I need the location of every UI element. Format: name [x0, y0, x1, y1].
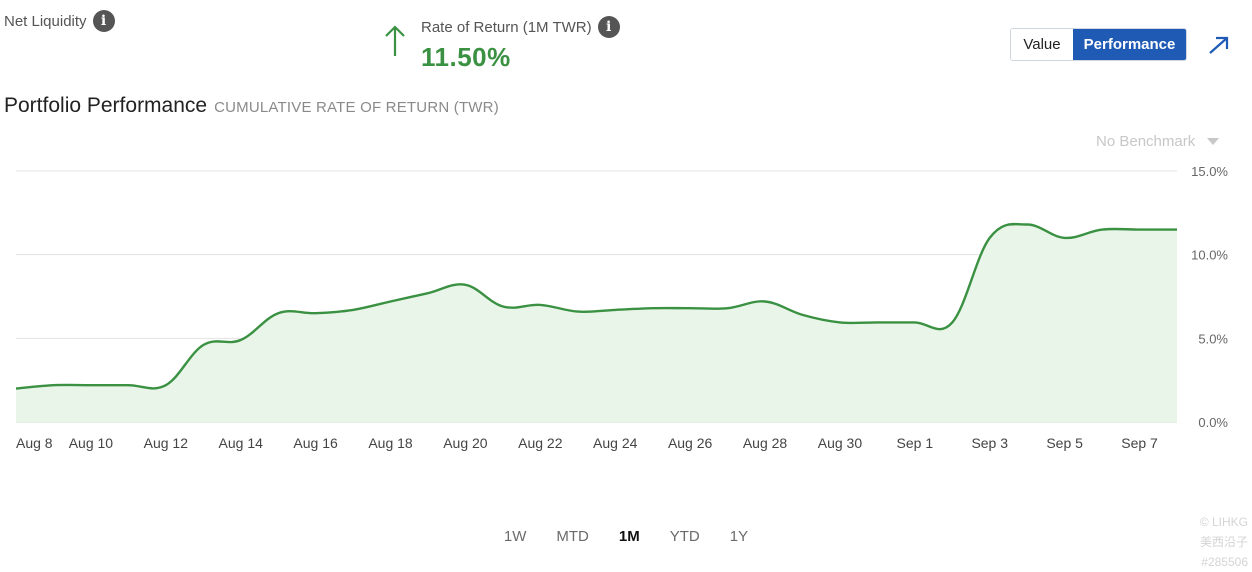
y-tick-label: 5.0%	[1198, 331, 1228, 346]
performance-button[interactable]: Performance	[1073, 29, 1186, 60]
range-tabs: 1W MTD 1M YTD 1Y	[0, 528, 1252, 545]
range-tab-1w[interactable]: 1W	[503, 528, 527, 545]
rate-of-return-label: Rate of Return (1M TWR)	[421, 18, 592, 36]
x-tick-label: Aug 14	[219, 435, 264, 451]
x-tick-label: Aug 10	[69, 435, 114, 451]
y-tick-label: 0.0%	[1198, 415, 1228, 430]
x-tick-label: Aug 12	[144, 435, 189, 451]
series-area	[16, 224, 1177, 422]
watermark: © LIHKG 美西沿子 #285506	[1160, 512, 1248, 572]
x-tick-label: Sep 5	[1046, 435, 1083, 451]
x-tick-label: Sep 7	[1121, 435, 1158, 451]
x-tick-label: Aug 28	[743, 435, 788, 451]
benchmark-label: No Benchmark	[1096, 133, 1196, 150]
info-icon[interactable]: i	[597, 16, 620, 38]
range-tab-1m[interactable]: 1M	[618, 528, 640, 545]
series-line	[15, 222, 1177, 390]
watermark-line-1: © LIHKG	[1199, 515, 1248, 529]
y-axis: 0.0% 5.0% 10.0% 15.0%	[1191, 164, 1228, 430]
chart-header: Portfolio Performance CUMULATIVE RATE OF…	[4, 94, 499, 118]
x-tick-label: Aug 16	[293, 435, 338, 451]
x-axis: Aug 8 Aug 10 Aug 12 Aug 14 Aug 16 Aug 18 Aug 2…	[16, 435, 1158, 451]
chart-title: Portfolio Performance	[4, 94, 208, 117]
value-button[interactable]: Value	[1011, 29, 1073, 60]
x-tick-label: Aug 30	[818, 435, 863, 451]
x-tick-label: Aug 18	[368, 435, 413, 451]
x-tick-label: Sep 3	[971, 435, 1008, 451]
chevron-down-icon	[1207, 138, 1220, 145]
arrow-up-icon	[385, 25, 405, 56]
x-tick-label: Aug 20	[443, 435, 488, 451]
view-toggle: Value Performance	[1010, 28, 1187, 61]
y-tick-label: 15.0%	[1191, 164, 1228, 179]
range-tab-1y[interactable]: 1Y	[729, 528, 749, 545]
performance-chart: 0.0%5.0%10.0%15.0% Aug 8 Aug 10 Aug 12 Aug …	[15, 164, 1228, 451]
range-tab-ytd[interactable]: YTD	[669, 528, 700, 545]
x-tick-label: Aug 24	[593, 435, 638, 451]
y-tick-label: 10.0%	[1191, 248, 1228, 263]
net-liquidity-label: Net Liquidity	[4, 12, 87, 30]
benchmark-dropdown[interactable]: No Benchmark	[1096, 133, 1220, 150]
info-icon[interactable]: i	[92, 10, 115, 32]
expand-arrow-icon[interactable]	[1207, 34, 1231, 56]
net-liquidity: Net Liquidity i	[4, 10, 115, 32]
watermark-line-2: 美西沿子 #285506	[1199, 535, 1248, 569]
x-tick-label: Sep 1	[897, 435, 934, 451]
chart-subtitle: CUMULATIVE RATE OF RETURN (TWR)	[214, 99, 499, 116]
rate-of-return-value: 11.50%	[421, 42, 511, 72]
x-tick-label: Aug 26	[668, 435, 713, 451]
x-tick-label: Aug 8	[16, 435, 53, 451]
x-tick-label: Aug 22	[518, 435, 563, 451]
range-tab-mtd[interactable]: MTD	[556, 528, 589, 545]
